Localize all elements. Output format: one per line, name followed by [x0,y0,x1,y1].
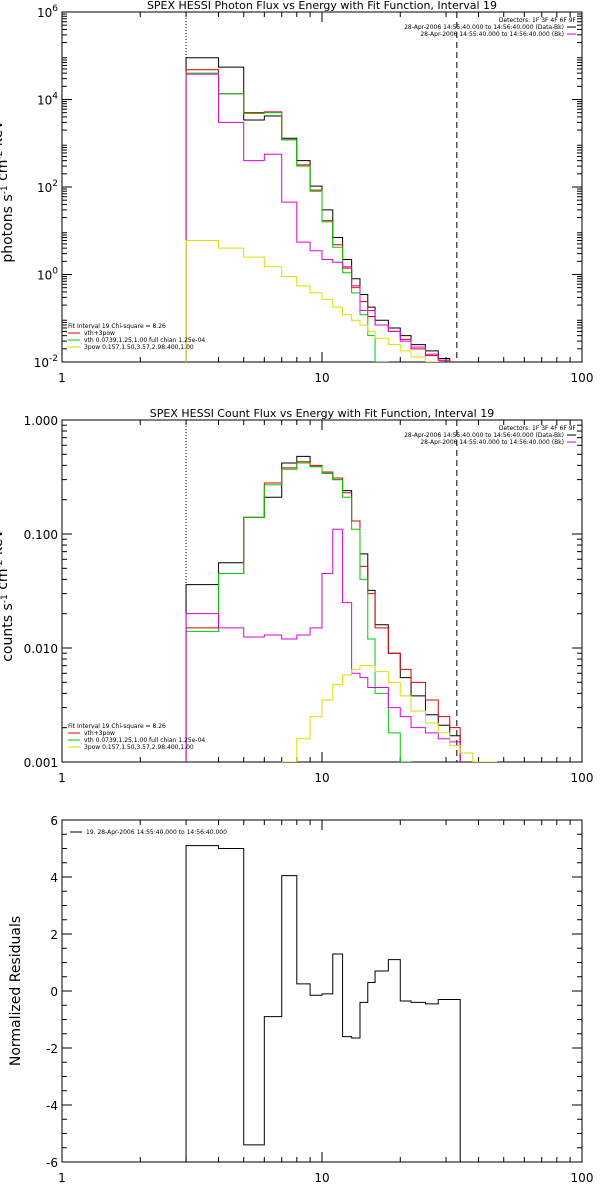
y-tick-label: 0.001 [24,756,58,770]
series-data-bk-line [185,57,451,362]
x-tick-label: 1 [58,771,66,785]
y-tick-label: 2 [50,928,58,942]
fit-legend-label: 3pow 0.157,1.50,3.57,2.98,400,1.00 [84,744,194,751]
series-group [185,455,498,762]
y-tick-label: 1.000 [24,414,58,428]
series-vth-line [185,462,412,762]
x-tick-label: 100 [571,771,594,785]
residual-legend-label: 19. 28-Apr-2006 14:55:40.000 to 14:56:40… [86,829,227,836]
fit-info-header: Fit Interval 19 Chi-square = 8.26 [68,723,166,730]
x-tick-label: 1 [58,371,66,385]
chart-title: SPEX HESSI Photon Flux vs Energy with Fi… [147,0,497,12]
y-axis-title: photons s-1 cm-2 keV-1 [0,111,16,262]
series-vth-3pow-line [185,461,461,762]
panel-3: 1 10 100 -6 -4 -2 0 2 4 6 Normalized Residuals 19. … [8,814,594,1185]
y-tick-label: -6 [46,1156,58,1170]
y-axis-title: counts s-1 cm-2 keV-1 [0,520,16,662]
series-bk-line [185,528,461,762]
time-range-label: 28-Apr-2006 14:55:40.000 to 14:56:40.000… [404,432,564,439]
x-tick-label: 10 [314,1171,329,1185]
x-tick-label: 1 [58,1171,66,1185]
y-tick-label: -4 [46,1099,58,1113]
y-tick-label: 0 [50,985,58,999]
fit-legend-label: vth+3pow [84,730,115,737]
series-3pow-line [281,665,498,762]
fit-legend-label: vth+3pow [84,330,115,337]
plot-frame [61,819,583,1163]
detectors-label: Detectors: 1F 3F 4F 6F 9F [499,425,577,432]
y-tick-label: 100 [37,267,58,283]
time-range-label: 28-Apr-2006 14:55:40.000 to 14:56:40.000… [420,31,564,38]
y-tick-label: 102 [37,179,58,195]
time-range-label: 28-Apr-2006 14:55:40.000 to 14:56:40.000… [404,24,564,31]
series-3pow-line [185,239,439,362]
detectors-label: Detectors: 1F 3F 4F 6F 9F [499,17,577,24]
y-tick-label: 6 [50,814,58,828]
x-tick-label: 100 [571,371,594,385]
y-tick-label: -2 [46,1042,58,1056]
series-vth-line [185,72,389,362]
y-tick-label: 4 [50,871,58,885]
series-group [185,845,461,1162]
series-group [185,57,451,362]
fit-legend-label: 3pow 0.157,1.50,3.57,2.98,400,1.00 [84,344,194,351]
x-tick-label: 10 [314,371,329,385]
y-axis-title: Normalized Residuals [8,916,24,1066]
y-tick-label: 10-2 [34,354,58,370]
y-tick-label: 106 [37,4,58,20]
panel-1: SPEX HESSI Photon Flux vs Energy with Fi… [0,0,593,385]
y-tick-label: 104 [37,92,58,108]
panel-2: SPEX HESSI Count Flux vs Energy with Fit… [0,407,594,785]
y-tick-label: 0.100 [24,528,58,542]
time-range-label: 28-Apr-2006 14:55:40.000 to 14:56:40.000… [420,439,564,446]
fit-legend-label: vth 0.0739,1.25,1.00 full chian 1.25e-04 [84,737,205,744]
fit-legend-label: vth 0.0739,1.25,1.00 full chian 1.25e-04 [84,337,205,344]
y-tick-label: 0.010 [24,642,58,656]
chart-title: SPEX HESSI Count Flux vs Energy with Fit… [150,407,494,420]
series-19-28-apr-2006-14-55-40-000-to-14-56-40-000-line [185,845,461,1162]
series-data-bk-line [185,455,461,762]
series-vth-3pow-line [185,69,451,362]
fit-info-header: Fit Interval 19 Chi-square = 8.26 [68,323,166,330]
series-bk-line [185,73,451,362]
x-tick-label: 100 [571,1171,594,1185]
x-tick-label: 10 [314,771,329,785]
